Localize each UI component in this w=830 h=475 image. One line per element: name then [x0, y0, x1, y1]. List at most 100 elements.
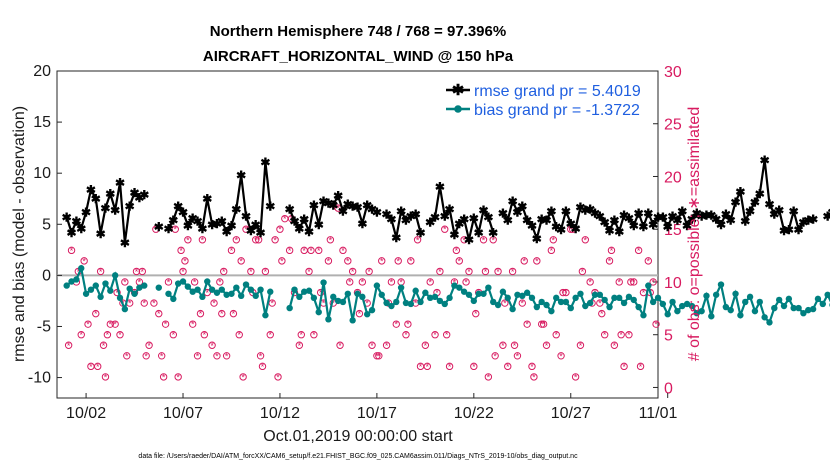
rmse-point: ✱ [328, 198, 338, 212]
obs-assimilated-point: * [617, 277, 621, 287]
bias-point [116, 294, 124, 302]
rmse-point: ✱ [469, 212, 479, 226]
rmse-point: ✱ [474, 226, 484, 240]
obs-possible-point [116, 331, 124, 339]
rmse-point: ✱ [764, 197, 774, 211]
obs-assimilated-point: * [404, 330, 408, 340]
bias-point [616, 294, 623, 302]
obs-assimilated-point: * [487, 372, 491, 382]
obs-assimilated-point: * [322, 299, 326, 309]
obs-possible-point [452, 246, 461, 255]
rmse-point: ✱ [411, 208, 421, 222]
obs-possible-point [607, 246, 616, 255]
y-right-tick-label: 30 [664, 64, 682, 81]
obs-possible-point [252, 236, 260, 244]
obs-possible-point [547, 246, 556, 255]
y-axis-left-label: rmse and bias (model - observation) [11, 106, 28, 362]
obs-assimilated-point: * [380, 256, 384, 266]
obs-possible-point [103, 331, 112, 339]
bias-point [427, 294, 434, 302]
obs-assimilated-point: * [225, 351, 229, 361]
bias-point [441, 300, 448, 308]
obs-possible-point [605, 257, 614, 265]
obs-assimilated-point: * [358, 309, 362, 319]
obs-assimilated-point: * [270, 299, 274, 309]
obs-assimilated-point: * [128, 299, 132, 309]
obs-assimilated-point: * [642, 288, 646, 298]
bias-point [383, 299, 390, 307]
bias-point [320, 279, 327, 286]
obs-possible-point [368, 341, 376, 349]
obs-assimilated-point: * [627, 330, 631, 340]
obs-possible-point [181, 257, 189, 265]
obs-assimilated-point: * [396, 256, 400, 266]
obs-assimilated-point: * [82, 256, 86, 266]
rmse-point: ✱ [508, 194, 518, 208]
rmse-point: ✱ [609, 214, 619, 228]
rmse-point: ✱ [808, 213, 818, 227]
bias-point [397, 284, 405, 291]
bias-point [102, 280, 109, 287]
obs-possible-point [649, 278, 657, 286]
obs-assimilated-point: * [622, 362, 626, 372]
obs-assimilated-point: * [201, 235, 205, 245]
bias-point [601, 296, 608, 304]
obs-possible-point [208, 341, 216, 349]
obs-assimilated-point: * [317, 246, 321, 256]
y-left-tick-label: -10 [28, 370, 51, 387]
obs-possible-point [229, 309, 238, 318]
rmse-point: ✱ [96, 227, 106, 241]
obs-possible-point [140, 299, 148, 307]
obs-possible-point [92, 309, 100, 318]
obs-possible-point [80, 257, 88, 265]
obs-possible-point [210, 299, 218, 307]
obs-assimilated-point: * [135, 267, 139, 277]
obs-possible-point [479, 236, 488, 244]
obs-assimilated-point: * [167, 277, 171, 287]
rmse-point: ✱ [294, 222, 304, 236]
rmse-point: ✱ [241, 210, 251, 224]
rmse-point: ✱ [285, 202, 295, 216]
bias-point [363, 311, 371, 318]
bias-point [189, 288, 196, 295]
obs-assimilated-point: * [269, 330, 273, 340]
obs-assimilated-point: * [511, 267, 515, 277]
bias-point [761, 314, 768, 321]
bias-point [422, 289, 429, 296]
bias-point [194, 286, 201, 293]
bias-point [712, 291, 720, 298]
obs-possible-point [84, 320, 92, 328]
obs-assimilated-point: * [445, 330, 449, 340]
rmse-point: ✱ [289, 215, 299, 229]
obs-assimilated-point: * [619, 330, 623, 340]
obs-possible-point [394, 257, 402, 265]
bias-point [805, 306, 812, 314]
obs-assimilated-point: * [196, 351, 200, 361]
obs-assimilated-point: * [426, 362, 430, 372]
rmse-point: ✱ [648, 218, 658, 232]
obs-possible-point [155, 309, 163, 318]
obs-possible-point [537, 320, 546, 328]
left-axis: -10 -5 0 5 10 15 20 [28, 63, 62, 387]
bias-point [393, 298, 400, 306]
obs-possible-point [549, 236, 558, 244]
rmse-point: ✱ [774, 203, 784, 217]
rmse-line-segment [167, 161, 272, 237]
obs-possible-point [455, 257, 463, 265]
obs-possible-point [539, 320, 548, 328]
bias-point [136, 284, 143, 291]
bias-point [490, 298, 497, 306]
rmse-point: ✱ [86, 183, 96, 197]
obs-possible-point [142, 352, 150, 360]
rmse-point: ✱ [139, 188, 149, 202]
bias-point [368, 306, 376, 314]
obs-possible-point [652, 320, 660, 328]
bias-point [78, 265, 85, 272]
obs-possible-point [177, 246, 185, 255]
obs-possible-point [378, 257, 386, 265]
bias-point [257, 286, 264, 293]
obs-assimilated-point: * [104, 372, 108, 382]
obs-possible-point [339, 246, 347, 255]
bias-point [528, 294, 536, 302]
obs-assimilated-point: * [390, 277, 394, 287]
